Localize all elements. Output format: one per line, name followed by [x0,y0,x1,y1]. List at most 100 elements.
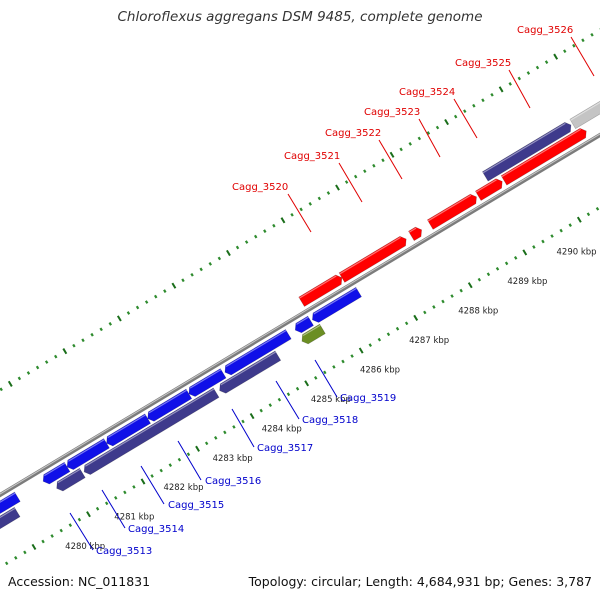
inner-tick [450,294,454,298]
reverse-gene-b[interactable] [0,506,21,533]
forward-gene-cagg-3523[interactable] [426,193,477,230]
outer-tick [26,371,31,375]
outer-tick [590,32,594,37]
inner-tick [423,310,427,315]
reverse-gene-cagg-3517b[interactable] [224,329,292,376]
reverse-gene-cagg-3515[interactable] [106,413,151,447]
reverse-gene-label[interactable]: Cagg_3514 [128,524,184,535]
reverse-gene-dark-3[interactable] [219,350,282,394]
scale-label: 4280 kbp [65,542,105,552]
outer-tick [72,343,76,348]
outer-tick [481,98,485,103]
inner-tick [350,354,354,358]
outer-tick [253,234,258,239]
forward-gene-label[interactable]: Cagg_3523 [364,107,420,118]
forward-gene-cagg-3525[interactable] [500,127,587,186]
reverse-gene-label[interactable]: Cagg_3515 [168,500,224,511]
reverse-gene-label[interactable]: Cagg_3518 [302,415,358,426]
reverse-gene-cagg-3519[interactable] [312,286,362,323]
reverse-gene-a[interactable] [0,491,21,517]
outer-tick [490,92,494,97]
reverse-gene-label[interactable]: Cagg_3516 [205,476,261,487]
inner-tick [268,403,272,407]
forward-label-line [570,36,595,77]
inner-tick [576,216,582,223]
outer-tick [544,60,549,64]
reverse-gene-dark-2[interactable] [83,387,220,475]
reverse-label-line [101,489,126,529]
reverse-gene-cagg-3516[interactable] [147,388,193,422]
reverse-gene-cagg-3513[interactable] [42,461,71,485]
outer-tick [263,229,267,234]
inner-tick [50,534,54,538]
reverse-gene-dark-1[interactable] [56,467,86,492]
reverse-gene-cagg-3514[interactable] [66,438,110,470]
inner-tick [568,223,572,228]
inner-tick [368,343,372,347]
inner-tick [241,419,245,424]
forward-gene-label[interactable]: Cagg_3525 [455,58,511,69]
forward-gene-label[interactable]: Cagg_3526 [517,25,573,36]
inner-tick [504,261,509,266]
forward-gene-label[interactable]: Cagg_3521 [284,151,340,162]
inner-tick [104,501,109,506]
inner-tick [314,376,318,380]
inner-tick [286,392,291,397]
inner-tick [159,468,163,473]
outer-tick [54,354,58,359]
outer-tick [244,240,249,244]
outer-tick [208,262,212,266]
outer-tick [81,338,85,343]
inner-tick [541,239,545,244]
topology-summary: Topology: circular; Length: 4,684,931 bp… [248,574,592,589]
outer-tick [326,191,331,195]
forward-gene-cagg-3522[interactable] [408,226,422,242]
outer-tick [498,86,504,93]
scale-label: 4289 kbp [507,277,547,287]
scale-label: 4281 kbp [114,513,154,523]
reverse-label-line [275,380,300,420]
inner-tick [114,495,118,500]
forward-gene-label[interactable]: Cagg_3524 [399,87,455,98]
reverse-gene-label[interactable]: Cagg_3517 [257,443,313,454]
outer-tick [417,136,422,141]
forward-gene-label[interactable]: Cagg_3522 [325,128,381,139]
inner-tick [68,523,73,527]
reverse-gene-label[interactable]: Cagg_3513 [96,546,152,557]
outer-tick [553,53,559,60]
forward-gene-cagg-3520[interactable] [298,274,343,307]
forward-gene-dark[interactable] [482,121,572,182]
outer-tick [35,365,40,370]
outer-tick [144,300,149,304]
backbone-layer [0,132,600,498]
rna-gene[interactable] [301,323,326,345]
outer-tick [299,207,303,212]
outer-tick [572,43,576,48]
outer-tick [308,202,312,206]
inner-tick [249,412,255,420]
outer-tick [199,267,203,272]
inner-tick [486,272,491,277]
outer-tick [563,49,567,54]
scale-label: 4282 kbp [163,483,203,493]
reverse-gene-cagg-3517a[interactable] [188,368,227,397]
forward-gene-cagg-3524[interactable] [474,178,503,201]
inner-tick [177,457,182,462]
outer-tick [7,380,13,387]
inner-tick [395,326,400,331]
inner-tick [586,212,591,217]
outer-tick [135,305,140,310]
inner-tick [295,386,300,391]
forward-gene-label[interactable]: Cagg_3520 [232,182,288,193]
outer-tick [408,142,412,146]
reverse-gene-cagg-3518[interactable] [294,315,314,334]
inner-tick [358,347,364,354]
inner-tick [123,490,127,495]
inner-tick [441,299,445,304]
forward-gene-cagg-3521[interactable] [338,236,407,283]
reverse-gene-label[interactable]: Cagg_3519 [340,393,396,404]
outer-tick [353,174,358,179]
forward-gene-cagg-3526[interactable] [569,81,600,130]
